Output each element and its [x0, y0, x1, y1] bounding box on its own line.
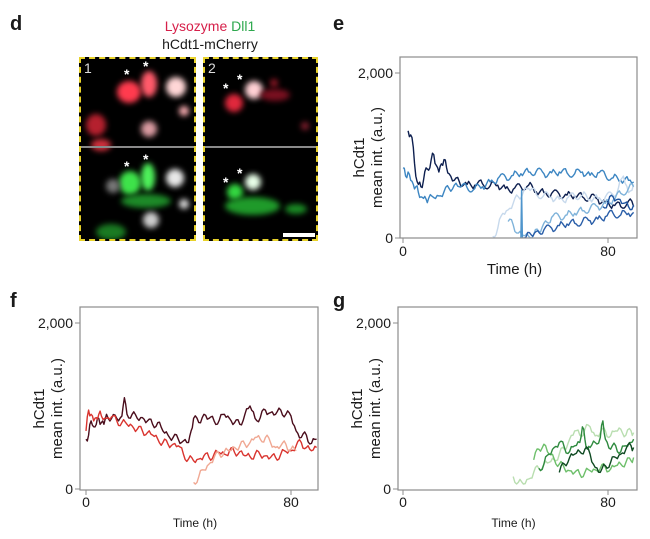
series-line-trace-2 — [402, 167, 635, 204]
red-cell — [179, 106, 189, 116]
asterisk-marker: * — [124, 66, 130, 82]
series-line-trace-7 — [602, 194, 635, 211]
asterisk-marker: * — [237, 165, 243, 181]
chart-e-group: 0 2,000 0 80 Time (h) hCdt1 mean int. (a.u.) — [351, 56, 638, 278]
red-cell — [86, 114, 106, 136]
x-tick-label: 80 — [600, 243, 616, 259]
series-line-trace-2 — [85, 409, 318, 464]
red-cell — [117, 81, 141, 103]
white-cell — [179, 199, 189, 209]
panel-d-title-line1: Lysozyme Dll1 — [90, 18, 330, 34]
panel-d-title-line2: hCdt1-mCherry — [162, 36, 258, 52]
title-lysozyme: Lysozyme — [164, 18, 228, 34]
series-line-trace-6 — [520, 189, 524, 238]
y-tick-label: 2,000 — [356, 315, 391, 331]
panel-letter-f: f — [10, 290, 17, 312]
series-line-trace-3 — [193, 434, 297, 485]
green-cell — [96, 224, 126, 239]
plot-frame — [397, 306, 638, 491]
asterisk-marker: * — [223, 80, 229, 96]
white-cell — [166, 169, 184, 187]
image-divider — [81, 146, 194, 148]
y-axis-label-line2: mean int. (a.u.) — [369, 107, 386, 208]
x-tick-label: 80 — [600, 494, 616, 510]
asterisk-marker: * — [237, 71, 243, 87]
white-cell — [141, 121, 157, 137]
red-cell — [301, 122, 309, 130]
series-line-trace-4 — [507, 182, 635, 238]
white-cell — [166, 77, 186, 97]
white-cell — [245, 81, 263, 99]
white-cell — [143, 212, 159, 228]
green-cell — [227, 184, 243, 200]
red-cell — [260, 89, 290, 101]
x-axis-label: Time (h) — [491, 516, 535, 530]
y-axis-label-line2: mean int. (a.u.) — [367, 358, 384, 459]
x-tick-label: 0 — [82, 494, 90, 510]
y-axis-label-line1: hCdt1 — [31, 388, 48, 428]
scale-bar — [283, 233, 315, 237]
chart-g-group: 0 2,000 0 80 Time (h) hCdt1 mean int. (a.u.) — [349, 306, 638, 530]
series-line-trace-1 — [407, 130, 635, 209]
micrograph-1: 1 * * * * — [79, 57, 196, 241]
y-tick-label: 0 — [385, 230, 393, 246]
x-tick-label: 80 — [283, 494, 299, 510]
white-cell — [245, 174, 261, 190]
x-axis-label: Time (h) — [173, 516, 217, 530]
y-tick-label: 0 — [65, 481, 73, 497]
y-tick-label: 2,000 — [358, 65, 393, 81]
green-cell — [225, 197, 280, 215]
asterisk-marker: * — [143, 58, 149, 74]
series-line-trace-1 — [512, 423, 635, 485]
micrograph-label: 2 — [208, 60, 216, 76]
y-tick-label: 0 — [383, 481, 391, 497]
green-cell — [119, 171, 141, 195]
green-cell — [141, 163, 155, 191]
y-axis-label-line2: mean int. (a.u.) — [49, 358, 66, 459]
asterisk-marker: * — [124, 158, 130, 174]
micrograph-label: 1 — [84, 60, 92, 76]
series-line-trace-3 — [492, 175, 635, 238]
title-dll1: Dll1 — [231, 18, 256, 34]
x-tick-label: 0 — [399, 243, 407, 259]
series-line-trace-2 — [533, 443, 635, 479]
chart-f-group: 0 2,000 0 80 Time (h) hCdt1 mean int. (a.u.) — [31, 306, 319, 530]
plot-frame — [399, 56, 638, 239]
series-line-trace-3 — [538, 420, 635, 472]
panel-letter-e: e — [333, 13, 345, 35]
micrograph-2: 2 * * * * — [203, 57, 318, 241]
red-cell — [270, 79, 278, 87]
red-cell — [225, 94, 243, 112]
plot-frame — [79, 306, 319, 491]
red-cell — [141, 71, 157, 97]
green-cell — [285, 204, 307, 214]
y-axis-label-line1: hCdt1 — [351, 137, 368, 177]
asterisk-marker: * — [143, 151, 149, 167]
white-cell — [106, 179, 120, 193]
y-axis-label-line1: hCdt1 — [349, 388, 366, 428]
green-cell — [121, 194, 171, 208]
x-tick-label: 0 — [399, 494, 407, 510]
image-divider — [205, 146, 316, 148]
x-axis-label: Time (h) — [487, 261, 542, 278]
series-line-trace-5 — [523, 209, 635, 238]
panel-letter-d: d — [10, 13, 23, 35]
series-line-trace-4 — [558, 442, 635, 474]
asterisk-marker: * — [223, 174, 229, 190]
panel-letter-g: g — [333, 290, 346, 312]
y-tick-label: 2,000 — [38, 315, 73, 331]
red-cell — [91, 139, 111, 151]
series-line-trace-1 — [85, 397, 317, 445]
